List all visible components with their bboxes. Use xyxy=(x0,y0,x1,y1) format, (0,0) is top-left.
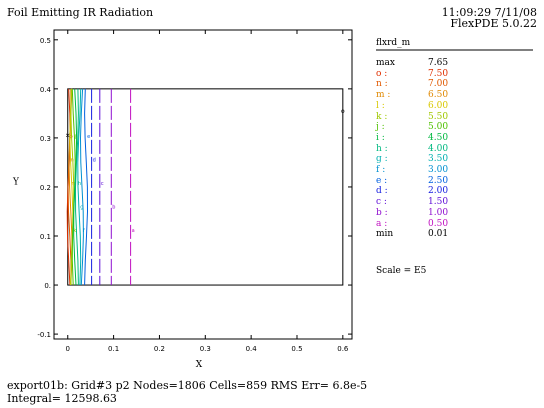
legend-level-value: 3.00 xyxy=(428,165,449,175)
contour-label-j: j xyxy=(74,134,76,140)
contour-h xyxy=(74,88,79,286)
legend-level-label: d : xyxy=(376,186,388,197)
x-axis-label: X xyxy=(196,360,203,370)
max-marker: ✕ xyxy=(65,132,70,139)
legend-level-label: k : xyxy=(376,111,388,122)
plot-frame xyxy=(53,29,353,340)
footer-integral: Integral= 12598.63 xyxy=(7,392,117,405)
contour-label-n: n xyxy=(71,157,74,163)
x-tick-label: 0.6 xyxy=(337,345,349,353)
contour-f xyxy=(79,88,84,286)
legend-level-value: 6.00 xyxy=(428,100,449,111)
footer-stats: export01b: Grid#3 p2 Nodes=1806 Cells=85… xyxy=(7,379,368,392)
contour-e xyxy=(84,88,89,286)
legend-level-label: o : xyxy=(376,68,388,79)
contour-label-g: g xyxy=(80,205,83,211)
contour-k xyxy=(70,88,75,286)
x-tick-label: 0.1 xyxy=(108,345,119,353)
legend-level-label: n : xyxy=(376,79,388,90)
plot-title: Foil Emitting IR Radiation xyxy=(7,6,154,19)
legend-level-value: 4.50 xyxy=(428,132,449,143)
legend-level-label: max xyxy=(376,58,395,68)
legend-level-label: i : xyxy=(376,132,385,143)
contour-label-k: k xyxy=(73,228,76,234)
legend-level-label: a : xyxy=(376,218,388,229)
x-tick-label: 0.2 xyxy=(154,345,165,353)
legend-level-label: f : xyxy=(376,165,386,175)
legend-level-value: 0.50 xyxy=(428,218,449,229)
legend-level-label: g : xyxy=(376,154,388,165)
y-tick-label: 0.4 xyxy=(40,86,52,94)
legend-level-value: 7.65 xyxy=(428,58,449,68)
legend-level-value: 2.50 xyxy=(428,175,449,186)
legend-level-label: c : xyxy=(376,197,387,208)
y-tick-label: -0.1 xyxy=(37,331,51,339)
timestamp: 11:09:29 7/11/08 xyxy=(441,6,537,19)
legend-level-label: m : xyxy=(376,90,391,101)
y-axis-label: Y xyxy=(12,178,20,188)
x-tick-label: 0.4 xyxy=(246,345,258,353)
legend-level-value: 7.50 xyxy=(428,68,449,79)
legend-level-value: 5.00 xyxy=(428,122,449,133)
legend-level-value: 7.00 xyxy=(428,79,449,90)
x-tick-label: 0.3 xyxy=(200,345,211,353)
legend-title: flxrd_m xyxy=(376,38,411,48)
legend-level-label: h : xyxy=(376,143,388,154)
contour-g xyxy=(77,88,82,286)
y-tick-label: 0. xyxy=(44,282,51,290)
y-tick-label: 0.5 xyxy=(40,37,51,45)
legend-level-value: 1.00 xyxy=(428,207,449,218)
legend-level-value: 3.50 xyxy=(428,154,449,165)
legend-level-label: j : xyxy=(376,122,385,133)
contour-label-a: a xyxy=(132,228,135,234)
contour-i xyxy=(73,88,78,286)
min-marker: o xyxy=(341,108,345,115)
contour-label-b: b xyxy=(112,205,115,211)
legend-level-value: 1.50 xyxy=(428,197,449,208)
y-tick-label: 0.3 xyxy=(40,135,51,143)
legend-level-label: l : xyxy=(376,100,385,111)
contour-label-c: c xyxy=(101,181,104,187)
x-tick-label: 0.5 xyxy=(291,345,302,353)
legend-scale: Scale = E5 xyxy=(376,266,427,276)
y-tick-label: 0.2 xyxy=(40,184,51,192)
legend-level-value: 5.50 xyxy=(428,111,449,122)
legend-level-label: b : xyxy=(376,207,388,218)
domain-boundary xyxy=(67,88,344,286)
legend-level-value: 6.50 xyxy=(428,90,449,101)
software-version: FlexPDE 5.0.22 xyxy=(450,17,537,30)
x-tick-label: 0 xyxy=(66,345,70,353)
contour-label-f: f xyxy=(83,228,85,234)
contour-label-h: h xyxy=(78,181,81,187)
legend-level-label: e : xyxy=(376,175,388,186)
legend-level-value: 4.00 xyxy=(428,143,449,154)
contour-label-d: d xyxy=(93,157,96,163)
legend-level-value: 2.00 xyxy=(428,186,449,197)
legend-level-value: 0.01 xyxy=(428,229,449,240)
contour-label-e: e xyxy=(87,134,90,140)
y-tick-label: 0.1 xyxy=(40,233,51,241)
legend-level-label: min xyxy=(376,229,394,240)
